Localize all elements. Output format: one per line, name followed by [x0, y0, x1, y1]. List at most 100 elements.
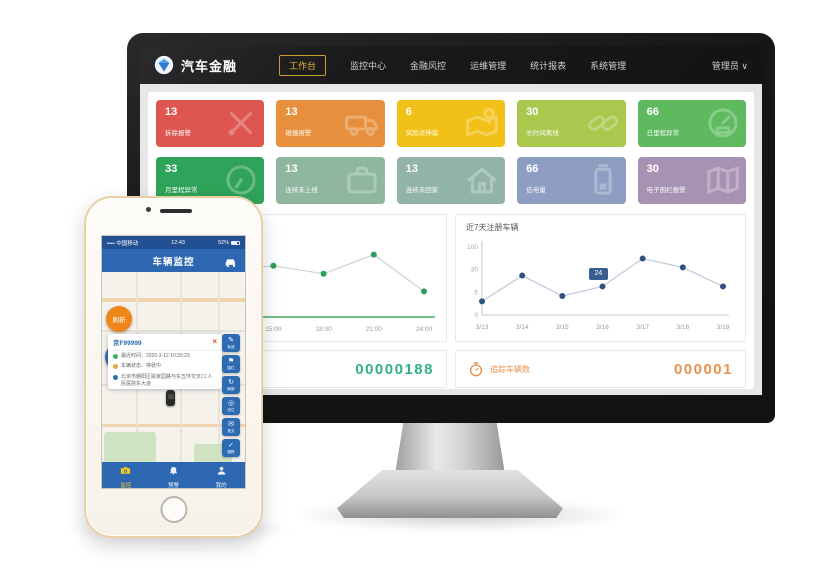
map-road — [102, 424, 245, 427]
card-label: 电子围栏报警 — [646, 187, 686, 194]
map-tool-label: 报文 — [227, 428, 235, 433]
phone-tab-2[interactable]: 我的 — [197, 462, 245, 488]
carrier-label: •••• 中国移动 — [107, 240, 139, 247]
card-label: 连续未上线 — [285, 187, 318, 194]
card-label: 月里程异常 — [165, 187, 198, 194]
phone-speaker — [160, 209, 192, 213]
mail-icon: ✉ — [228, 421, 234, 428]
stat-card-7[interactable]: 13 连续未回家 — [396, 157, 506, 204]
popup-row: 最近时间：2020-3-12 10:29:23 — [108, 351, 222, 361]
stat-card-6[interactable]: 13 连续未上线 — [276, 157, 385, 204]
card-label: 碰撞报警 — [285, 130, 312, 137]
map-tool-5[interactable]: ✓ 跟踪 — [222, 439, 240, 457]
phone-tab-1[interactable]: 预警 — [150, 462, 198, 488]
counter-panel-tracked: 追踪车辆数 000001 — [455, 350, 746, 388]
monitor-stand-foot — [337, 470, 563, 518]
plate-number: 京F99999 — [113, 340, 142, 347]
map[interactable]: 刷新 定位 京F99999 × 最近时间：2020-3-12 10:29:23 车… — [102, 272, 245, 462]
phone-tab-label: 预警 — [168, 482, 180, 489]
map-tool-3[interactable]: ◎ 定位 — [222, 397, 240, 415]
map-road — [102, 298, 245, 302]
phone-home-button[interactable] — [160, 496, 187, 523]
brand-logo-icon — [154, 55, 174, 75]
card-label: 低电量 — [526, 187, 546, 194]
close-icon[interactable]: × — [212, 337, 217, 346]
registered-vehicles-line-chart: 100 30 5 0 3/13 3/14 3/15 3/16 3/17 3/18 3/19 24 — [460, 233, 737, 333]
nav-item-5[interactable]: 系统管理 — [590, 60, 627, 71]
card-label: 拆除报警 — [165, 130, 191, 137]
phone-page-title: 车辆监控 — [152, 256, 195, 268]
svg-text:5: 5 — [474, 289, 478, 296]
map-tool-0[interactable]: ✎ 轨迹 — [222, 334, 240, 352]
map-tool-label: 跟踪 — [227, 449, 235, 454]
map-toolbar: ✎ 轨迹 ⚑ 围栏 ↻ 刷新 ◎ 定位 ✉ 报文 ✓ 跟踪 — [222, 334, 240, 457]
stat-cards-row-2: 33 月里程异常 13 连续未上线 13 连续未回家 66 低电量 30 电子围栏报警 — [156, 157, 746, 204]
map-tool-label: 定位 — [227, 407, 235, 412]
phone-tab-label: 监控 — [120, 482, 132, 489]
counter-label: 追踪车辆数 — [490, 364, 530, 374]
map-tool-4[interactable]: ✉ 报文 — [222, 418, 240, 436]
stopwatch-icon — [468, 361, 484, 377]
target-icon: ◎ — [227, 400, 235, 407]
phone-camera-icon — [146, 207, 151, 212]
popup-row: 车辆状态：停驶中 — [108, 361, 222, 371]
stat-card-8[interactable]: 66 低电量 — [517, 157, 626, 204]
popup-row-text: 车辆状态：停驶中 — [121, 363, 162, 370]
card-label: 连续未回家 — [405, 187, 439, 194]
phone-screen: •••• 中国移动 12:43 52% 车辆监控 — [101, 235, 246, 489]
svg-text:21:00: 21:00 — [366, 326, 383, 333]
popup-rows: 最近时间：2020-3-12 10:29:23 车辆状态：停驶中 北京市朝阳区姚家园… — [108, 351, 222, 389]
phone-status-bar: •••• 中国移动 12:43 52% — [102, 236, 245, 249]
nav-item-0[interactable]: 工作台 — [279, 54, 327, 76]
person-icon — [216, 462, 227, 480]
card-value: 13 — [165, 106, 178, 118]
svg-text:3/19: 3/19 — [717, 324, 730, 331]
brand-name: 汽车金融 — [181, 58, 238, 74]
user-menu[interactable]: 管理员 ∨ — [711, 60, 748, 71]
map-pin-icon — [463, 104, 501, 142]
gauge-icon — [222, 161, 260, 199]
card-value: 33 — [165, 163, 178, 175]
refresh-icon: ↻ — [228, 379, 234, 386]
brand[interactable]: 汽车金融 — [154, 55, 237, 75]
phone-tab-bar: 监控 预警 我的 — [102, 462, 245, 488]
phone-tab-label: 我的 — [215, 482, 227, 489]
nav-menu: 工作台 监控中心 金融风控 运维管理 统计报表 系统管理 — [279, 54, 627, 76]
card-value: 30 — [646, 163, 659, 175]
nav-item-4[interactable]: 统计报表 — [530, 60, 567, 71]
chain-icon — [584, 104, 622, 142]
stat-card-2[interactable]: 6 风险点停留 — [396, 100, 506, 147]
car-marker[interactable] — [166, 390, 175, 406]
stat-cards-row-1: 13 拆除报警 13 碰撞报警 6 风险点停留 30 长时间离线 66 日里程异常 — [156, 100, 746, 147]
svg-text:3/16: 3/16 — [596, 324, 609, 331]
house-icon — [463, 161, 501, 199]
stat-card-4[interactable]: 66 日里程异常 — [637, 100, 746, 147]
refresh-fab-button[interactable]: 刷新 — [106, 306, 132, 332]
nav-item-3[interactable]: 运维管理 — [470, 60, 507, 71]
popup-row-text: 最近时间：2020-3-12 10:29:23 — [121, 353, 190, 359]
svg-text:100: 100 — [467, 244, 478, 251]
nav-item-1[interactable]: 监控中心 — [350, 60, 387, 71]
phone-tab-0[interactable]: 监控 — [102, 462, 150, 488]
svg-text:0: 0 — [474, 312, 478, 319]
top-navbar: 汽车金融 工作台 监控中心 金融风控 运维管理 统计报表 系统管理 管理员 ∨ — [140, 46, 762, 84]
stat-card-9[interactable]: 30 电子围栏报警 — [637, 157, 746, 204]
chart-tooltip: 24 — [588, 268, 609, 281]
map-tool-2[interactable]: ↻ 刷新 — [222, 376, 240, 394]
map-tool-1[interactable]: ⚑ 围栏 — [222, 355, 240, 373]
chart-title: 近7天注册车辆 — [466, 223, 519, 232]
nav-item-2[interactable]: 金融风控 — [410, 60, 447, 71]
stat-card-1[interactable]: 13 碰撞报警 — [276, 100, 385, 147]
svg-text:24:00: 24:00 — [416, 326, 433, 333]
car-icon[interactable] — [224, 254, 238, 267]
svg-text:3/18: 3/18 — [677, 324, 690, 331]
stat-card-0[interactable]: 13 拆除报警 — [156, 100, 265, 147]
bell-icon — [168, 462, 179, 480]
map-park-area — [104, 432, 156, 462]
svg-text:3/15: 3/15 — [556, 324, 569, 331]
location-dot — [113, 374, 118, 380]
stat-card-3[interactable]: 30 长时间离线 — [517, 100, 626, 147]
card-value: 6 — [405, 106, 412, 118]
card-label: 长时间离线 — [526, 130, 559, 137]
